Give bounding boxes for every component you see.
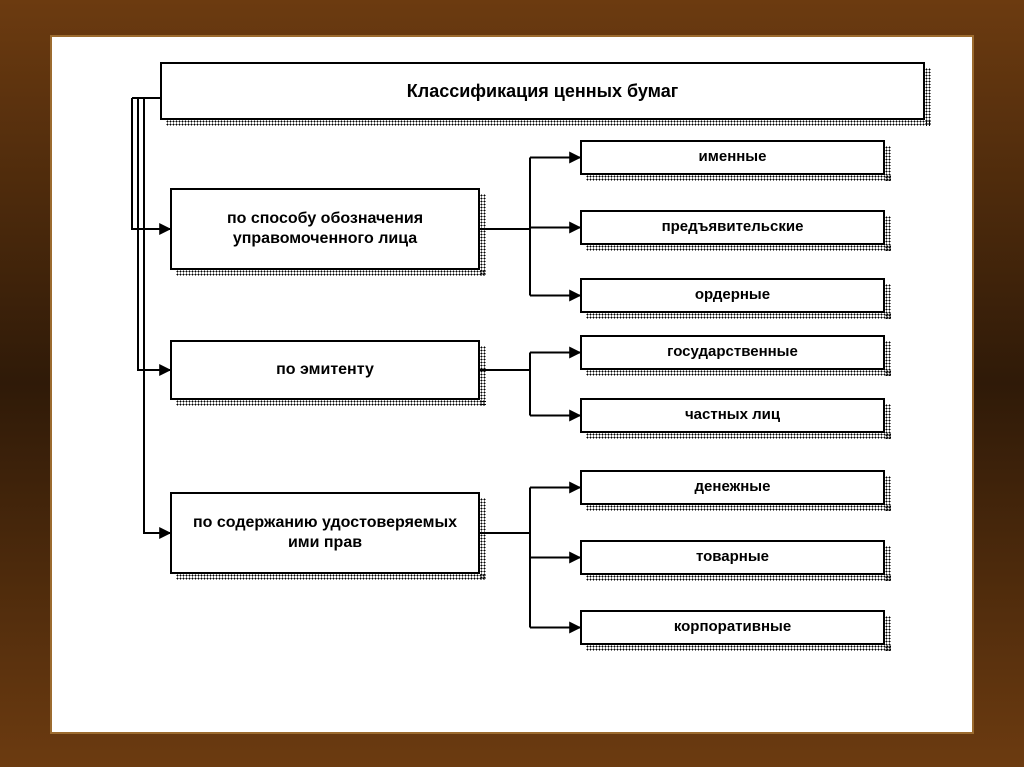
node-l2a: государственные xyxy=(580,335,885,370)
shadow-right xyxy=(885,284,891,319)
shadow-bottom xyxy=(176,574,486,580)
shadow-right xyxy=(885,216,891,251)
shadow-bottom xyxy=(166,120,931,126)
node-cat2: по эмитенту xyxy=(170,340,480,400)
shadow-right xyxy=(885,341,891,376)
shadow-bottom xyxy=(586,313,891,319)
node-cat1: по способу обозначения управомоченного л… xyxy=(170,188,480,270)
shadow-bottom xyxy=(586,505,891,511)
shadow-right xyxy=(480,194,486,276)
node-l1b: предъявительские xyxy=(580,210,885,245)
shadow-bottom xyxy=(586,645,891,651)
shadow-right xyxy=(925,68,931,126)
shadow-bottom xyxy=(586,433,891,439)
shadow-right xyxy=(480,346,486,406)
node-l1a: именные xyxy=(580,140,885,175)
node-l3b: товарные xyxy=(580,540,885,575)
shadow-right xyxy=(885,476,891,511)
shadow-right xyxy=(885,546,891,581)
shadow-bottom xyxy=(176,400,486,406)
shadow-right xyxy=(480,498,486,580)
shadow-right xyxy=(885,146,891,181)
node-title: Классификация ценных бумаг xyxy=(160,62,925,120)
shadow-right xyxy=(885,404,891,439)
slide-root: Классификация ценных бумаг по способу обо… xyxy=(0,0,1024,767)
shadow-right xyxy=(885,616,891,651)
shadow-bottom xyxy=(176,270,486,276)
shadow-bottom xyxy=(586,575,891,581)
node-l2b: частных лиц xyxy=(580,398,885,433)
node-l3a: денежные xyxy=(580,470,885,505)
node-l3c: корпоративные xyxy=(580,610,885,645)
node-l1c: ордерные xyxy=(580,278,885,313)
shadow-bottom xyxy=(586,370,891,376)
node-cat3: по содержанию удостоверяемых ими прав xyxy=(170,492,480,574)
shadow-bottom xyxy=(586,175,891,181)
shadow-bottom xyxy=(586,245,891,251)
